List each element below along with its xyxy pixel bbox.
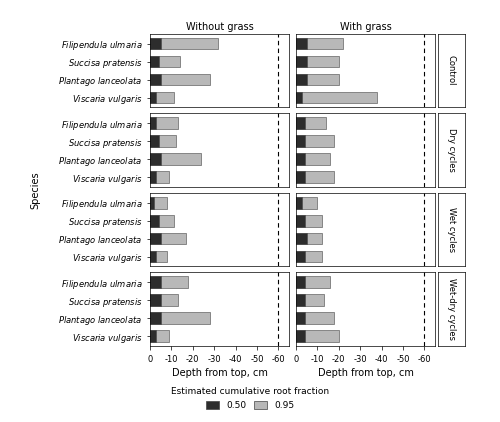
X-axis label: Depth from top, cm: Depth from top, cm bbox=[318, 368, 414, 378]
Bar bbox=[150, 295, 178, 306]
Bar bbox=[296, 276, 330, 288]
Bar bbox=[150, 197, 167, 208]
X-axis label: Depth from top, cm: Depth from top, cm bbox=[172, 368, 268, 378]
Bar bbox=[296, 74, 339, 85]
Bar bbox=[150, 74, 210, 85]
Bar bbox=[296, 56, 339, 68]
Bar bbox=[150, 312, 160, 324]
Bar bbox=[150, 38, 218, 49]
Bar bbox=[296, 330, 339, 342]
Bar bbox=[296, 117, 326, 129]
Bar bbox=[296, 153, 304, 165]
Bar bbox=[150, 295, 160, 306]
Bar bbox=[150, 117, 178, 129]
Bar bbox=[150, 276, 160, 288]
Bar bbox=[296, 38, 306, 49]
Bar bbox=[296, 312, 304, 324]
Bar bbox=[296, 171, 335, 183]
Bar bbox=[296, 117, 304, 129]
Bar bbox=[296, 215, 322, 227]
Bar bbox=[296, 153, 330, 165]
Bar bbox=[296, 197, 318, 208]
Title: With grass: With grass bbox=[340, 22, 392, 32]
Bar bbox=[150, 233, 186, 244]
Bar bbox=[150, 135, 176, 147]
Bar bbox=[150, 330, 169, 342]
Bar bbox=[150, 153, 202, 165]
Bar bbox=[150, 135, 158, 147]
Bar bbox=[296, 312, 335, 324]
Legend: 0.50, 0.95: 0.50, 0.95 bbox=[168, 384, 332, 413]
Bar bbox=[150, 215, 174, 227]
Bar bbox=[296, 135, 304, 147]
Bar bbox=[296, 276, 304, 288]
Bar bbox=[296, 295, 324, 306]
Bar bbox=[296, 197, 302, 208]
Bar bbox=[296, 295, 304, 306]
Bar bbox=[296, 74, 306, 85]
Bar bbox=[296, 251, 322, 262]
Text: Dry cycles: Dry cycles bbox=[447, 128, 456, 172]
Bar bbox=[150, 74, 160, 85]
Bar bbox=[150, 251, 156, 262]
Bar bbox=[150, 38, 160, 49]
Text: Wet-dry cycles: Wet-dry cycles bbox=[447, 278, 456, 340]
Bar bbox=[150, 251, 167, 262]
Bar bbox=[296, 251, 304, 262]
Bar bbox=[296, 92, 378, 103]
Bar bbox=[150, 276, 188, 288]
Bar bbox=[150, 153, 160, 165]
Bar bbox=[150, 197, 154, 208]
Bar bbox=[296, 330, 304, 342]
Text: Species: Species bbox=[30, 171, 40, 209]
Bar bbox=[150, 56, 180, 68]
Title: Without grass: Without grass bbox=[186, 22, 254, 32]
Bar bbox=[150, 117, 156, 129]
Bar bbox=[150, 171, 156, 183]
Bar bbox=[296, 38, 343, 49]
Bar bbox=[296, 171, 304, 183]
Bar bbox=[150, 56, 158, 68]
Bar bbox=[296, 92, 302, 103]
Bar bbox=[150, 92, 174, 103]
Bar bbox=[150, 215, 158, 227]
Bar bbox=[150, 312, 210, 324]
Bar bbox=[296, 56, 306, 68]
Bar bbox=[296, 215, 304, 227]
Bar bbox=[296, 233, 306, 244]
Bar bbox=[150, 233, 160, 244]
Bar bbox=[296, 233, 322, 244]
Bar bbox=[150, 92, 156, 103]
Bar bbox=[150, 330, 156, 342]
Bar bbox=[150, 171, 169, 183]
Bar bbox=[296, 135, 335, 147]
Text: Control: Control bbox=[447, 55, 456, 86]
Text: Wet cycles: Wet cycles bbox=[447, 207, 456, 252]
